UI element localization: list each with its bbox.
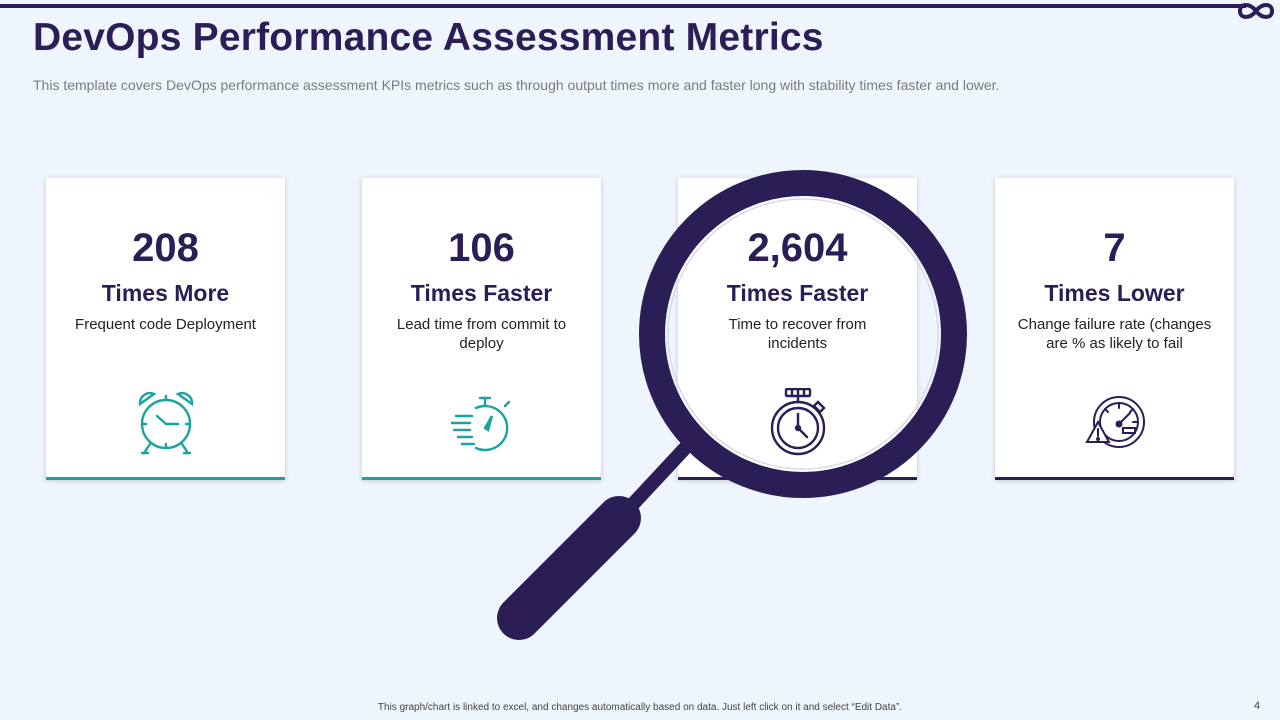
metric-description: Change failure rate (changes are % as li…: [1017, 316, 1212, 352]
page-title: DevOps Performance Assessment Metrics: [33, 16, 824, 59]
metric-description: Frequent code Deployment: [75, 316, 256, 333]
alarm-clock-icon: [138, 392, 194, 455]
speedometer-warning-icon: [1085, 396, 1145, 448]
metric-label: Times More: [101, 280, 230, 306]
metric-value: 7: [1103, 226, 1126, 270]
infinity-logo-icon: [1237, 3, 1275, 19]
stopwatch-icon: [770, 388, 826, 456]
metric-value: 2,604: [747, 226, 848, 270]
page-number: 4: [1254, 700, 1261, 712]
metric-description: Lead time from commit to deploy: [396, 316, 567, 352]
metric-card-deployment[interactable]: 208 Times More Frequent code Deployment: [46, 178, 285, 480]
top-accent-bar: [0, 4, 1246, 8]
page-subtitle: This template covers DevOps performance …: [33, 77, 1000, 93]
footer-note: This graph/chart is linked to excel, and…: [377, 702, 903, 713]
metric-value: 208: [132, 226, 199, 270]
metric-label: Times Faster: [410, 280, 553, 306]
metric-card-lead-time[interactable]: 106 Times Faster Lead time from commit t…: [362, 178, 601, 480]
metric-card-recovery[interactable]: 2,604 Times Faster Time to recover from …: [678, 178, 917, 480]
fast-stopwatch-icon: [450, 396, 511, 452]
metric-value: 106: [448, 226, 515, 270]
metric-label: Times Faster: [726, 280, 869, 306]
metric-description: Time to recover from incidents: [728, 316, 867, 352]
metric-label: Times Lower: [1044, 280, 1185, 306]
metric-card-failure-rate[interactable]: 7 Times Lower Change failure rate (chang…: [995, 178, 1234, 480]
